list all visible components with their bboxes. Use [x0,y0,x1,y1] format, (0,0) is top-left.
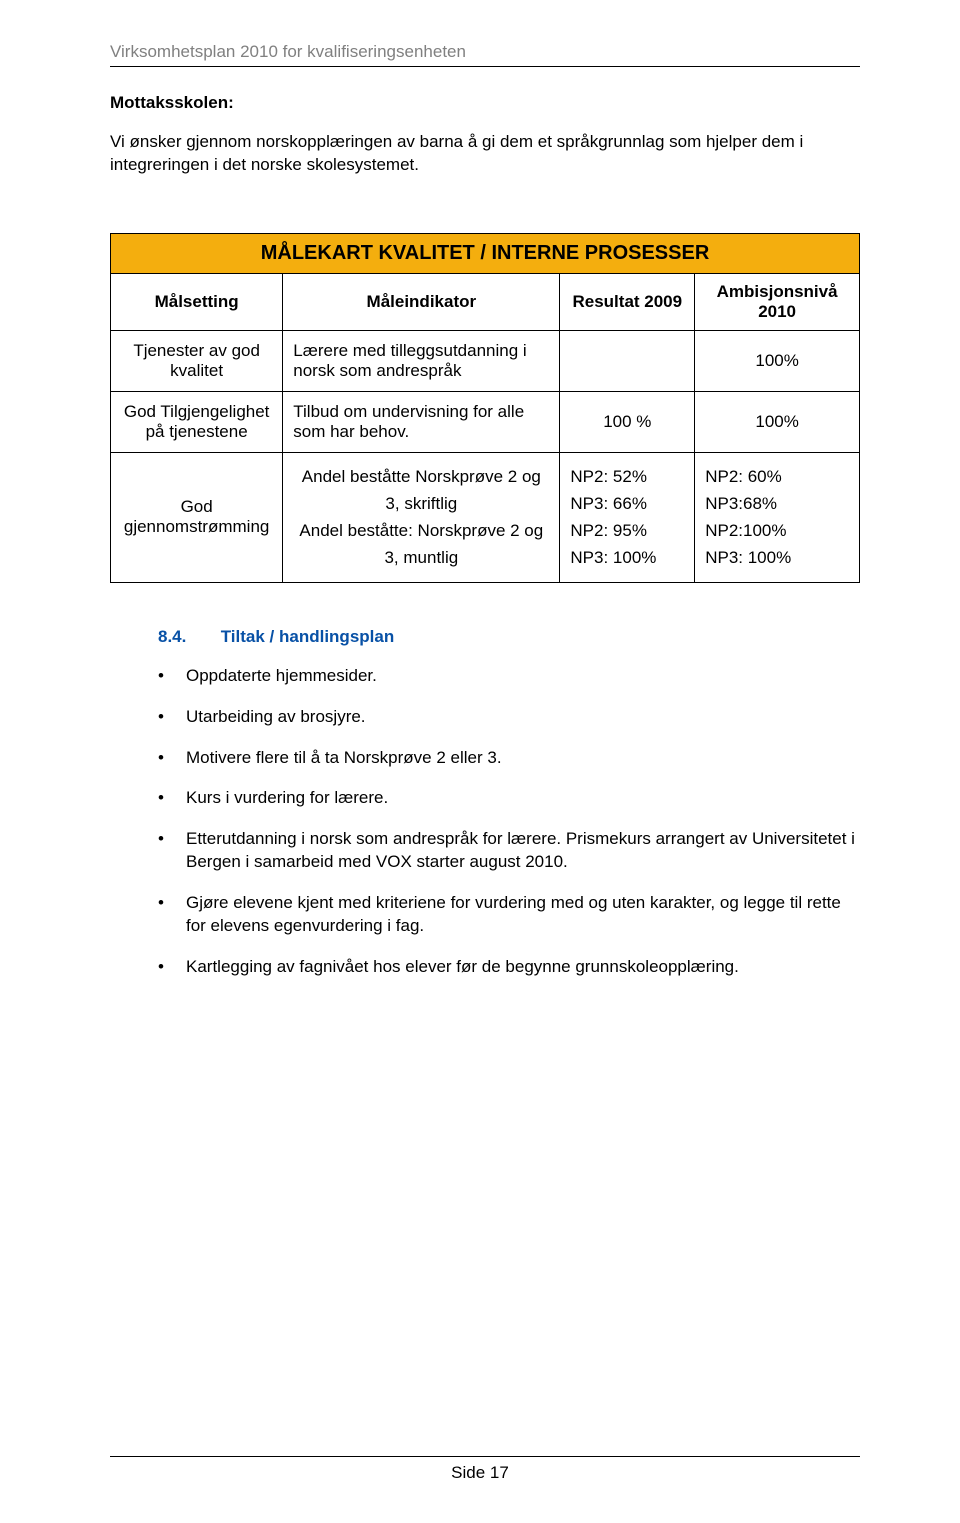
line: NP3: 100% [705,544,849,571]
cell-malsetting: God Tilgjengelighet på tjenestene [111,391,283,452]
cell-indikator: Tilbud om undervisning for alle som har … [283,391,560,452]
cell-indikator-lines: Andel beståtte Norskprøve 2 og 3, skrift… [293,463,549,572]
line: NP2:100% [705,517,849,544]
intro-paragraph: Vi ønsker gjennom norskopplæringen av ba… [110,131,860,177]
cell-indikator: Andel beståtte Norskprøve 2 og 3, skrift… [283,452,560,582]
line: NP3: 100% [570,544,684,571]
table-banner-row: MÅLEKART KVALITET / INTERNE PROSESSER [111,233,860,273]
tiltak-list: Oppdaterte hjemmesider. Utarbeiding av b… [158,665,860,979]
line: NP2: 95% [570,517,684,544]
page: Virksomhetsplan 2010 for kvalifiseringse… [0,0,960,1523]
line: NP2: 52% [570,463,684,490]
list-item: Kurs i vurdering for lærere. [158,787,860,810]
line: Andel beståtte Norskprøve 2 og 3, skrift… [293,463,549,517]
table-row: Tjenester av god kvalitet Lærere med til… [111,330,860,391]
table-header-row: Målsetting Måleindikator Resultat 2009 A… [111,273,860,330]
cell-malsetting: God gjennomstrømming [111,452,283,582]
list-item: Gjøre elevene kjent med kriteriene for v… [158,892,860,938]
table-banner: MÅLEKART KVALITET / INTERNE PROSESSER [111,233,860,273]
cell-indikator: Lærere med tilleggsutdanning i norsk som… [283,330,560,391]
line: NP3: 66% [570,490,684,517]
line: Andel beståtte: Norskprøve 2 og 3, muntl… [293,517,549,571]
tiltak-heading: 8.4. Tiltak / handlingsplan [158,627,860,647]
tiltak-title: Tiltak / handlingsplan [221,627,395,646]
cell-malsetting: Tjenester av god kvalitet [111,330,283,391]
section-title: Mottaksskolen: [110,93,860,113]
table-row: God gjennomstrømming Andel beståtte Nors… [111,452,860,582]
list-item: Motivere flere til å ta Norskprøve 2 ell… [158,747,860,770]
list-item: Oppdaterte hjemmesider. [158,665,860,688]
cell-resultat: 100 % [560,391,695,452]
cell-ambisjon: NP2: 60% NP3:68% NP2:100% NP3: 100% [695,452,860,582]
line: NP3:68% [705,490,849,517]
list-item: Etterutdanning i norsk som andrespråk fo… [158,828,860,874]
col-header-ambisjon: Ambisjonsnivå 2010 [695,273,860,330]
page-number: Side 17 [451,1463,509,1482]
cell-resultat [560,330,695,391]
malekart-table: MÅLEKART KVALITET / INTERNE PROSESSER Må… [110,233,860,583]
table-row: God Tilgjengelighet på tjenestene Tilbud… [111,391,860,452]
divider-bottom [110,1456,860,1457]
running-header: Virksomhetsplan 2010 for kvalifiseringse… [110,42,860,62]
cell-resultat: NP2: 52% NP3: 66% NP2: 95% NP3: 100% [560,452,695,582]
col-header-maleindikator: Måleindikator [283,273,560,330]
page-footer: Side 17 [0,1456,960,1483]
col-header-resultat: Resultat 2009 [560,273,695,330]
line: NP2: 60% [705,463,849,490]
cell-resultat-lines: NP2: 52% NP3: 66% NP2: 95% NP3: 100% [570,463,684,572]
cell-ambisjon: 100% [695,330,860,391]
cell-ambisjon: 100% [695,391,860,452]
col-header-malsetting: Målsetting [111,273,283,330]
list-item: Kartlegging av fagnivået hos elever før … [158,956,860,979]
tiltak-number: 8.4. [158,627,216,647]
list-item: Utarbeiding av brosjyre. [158,706,860,729]
divider-top [110,66,860,67]
cell-ambisjon-lines: NP2: 60% NP3:68% NP2:100% NP3: 100% [705,463,849,572]
